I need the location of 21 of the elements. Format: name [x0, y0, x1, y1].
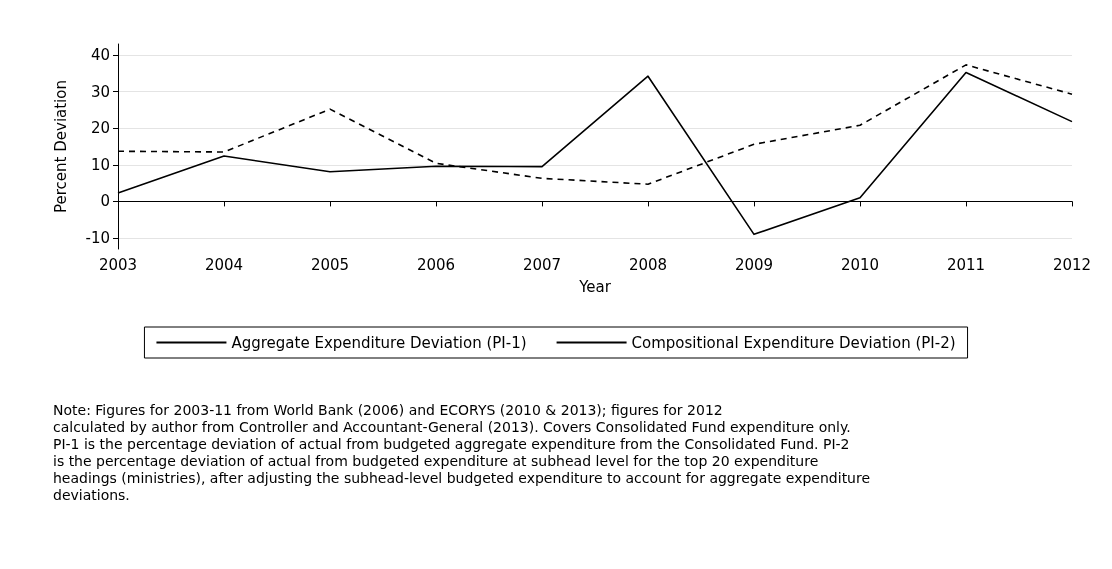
y-tick-label: 0 [100, 192, 110, 211]
x-tick-label: 2012 [1052, 255, 1092, 274]
legend-label: Aggregate Expenditure Deviation (PI-1) [231, 333, 527, 352]
x-tick-label: 2008 [628, 255, 668, 274]
y-tick-label: 30 [90, 82, 110, 101]
x-tick-label: 2006 [416, 255, 456, 274]
y-tick-label: -10 [85, 229, 110, 248]
y-tick-label: 40 [90, 45, 110, 64]
y-axis-title: Percent Deviation [51, 80, 70, 213]
x-tick-label: 2003 [98, 255, 138, 274]
x-tick-label: 2004 [204, 255, 244, 274]
y-tick-label: 20 [90, 119, 110, 138]
x-tick-label: 2007 [522, 255, 562, 274]
text: Note: Figures for 2003-11 from World Bank (2006) and ECORYS (2010 & 2013); figures for 2012 calculated by author from Controller and Accountant-General (2013). Covers Consolidated Fund expenditure only. PI-1 is the percentage deviation of actual from budgeted aggregate expenditure from the Consolidated Fund. PI-2 is the percentage deviation of actual from budgeted expenditure at subhead level for the top 20 expenditure headings (ministries), after adjusting the subhead-level budgeted expenditure to account for aggregate expenditure deviations. [53, 401, 871, 503]
x-tick-label: 2005 [310, 255, 350, 274]
x-tick-label: 2010 [840, 255, 880, 274]
x-tick-label: 2009 [734, 255, 774, 274]
legend-label: Compositional Expenditure Deviation (PI-2) [631, 333, 956, 352]
x-axis-title: Year [578, 277, 612, 296]
x-tick-label: 2011 [946, 255, 986, 274]
y-tick-label: 10 [90, 155, 110, 174]
